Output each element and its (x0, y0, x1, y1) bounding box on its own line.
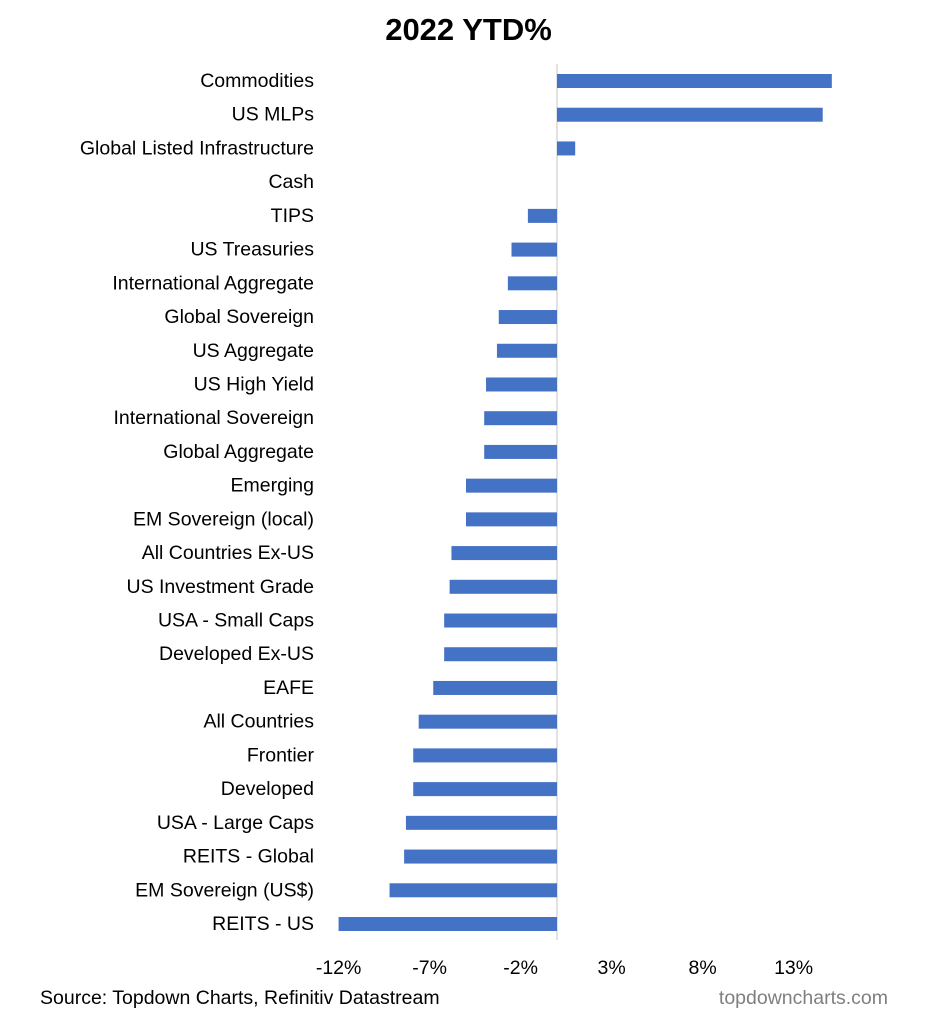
x-tick-label: 13% (774, 957, 813, 979)
source-note: Source: Topdown Charts, Refinitiv Datast… (40, 987, 440, 1009)
category-label: Global Sovereign (164, 306, 314, 328)
category-label: EM Sovereign (US$) (135, 879, 314, 901)
bar (484, 444, 557, 459)
watermark: topdowncharts.com (718, 987, 888, 1009)
category-label: All Countries Ex-US (142, 542, 314, 564)
bar (418, 714, 557, 729)
x-tick-label: 3% (598, 957, 626, 979)
category-label: REITS - Global (183, 846, 314, 868)
bar (389, 883, 557, 898)
category-label: Developed (221, 778, 314, 800)
bar (444, 647, 557, 662)
bar (557, 107, 823, 122)
bar (433, 680, 557, 695)
bar (466, 478, 557, 493)
category-label: All Countries (203, 711, 314, 733)
bar (557, 141, 576, 156)
category-label: Cash (268, 171, 314, 193)
category-label: Emerging (231, 475, 314, 497)
category-label: US High Yield (194, 373, 314, 395)
bar (449, 579, 557, 594)
bar (338, 917, 557, 931)
bar (496, 343, 557, 358)
bar (507, 276, 557, 291)
chart-title: 2022 YTD% (385, 12, 552, 47)
category-label: USA - Small Caps (158, 610, 314, 632)
category-label: Frontier (247, 744, 315, 766)
bar (511, 242, 557, 257)
category-label: US Aggregate (193, 340, 314, 362)
category-label: TIPS (271, 205, 314, 227)
category-label: US MLPs (232, 104, 315, 126)
category-label: Developed Ex-US (159, 643, 314, 665)
category-label: Global Aggregate (163, 441, 314, 463)
category-label: US Treasuries (190, 239, 314, 261)
category-label: International Aggregate (112, 272, 314, 294)
category-label: International Sovereign (113, 407, 314, 429)
category-label: REITS - US (212, 913, 314, 935)
x-tick-label: -7% (412, 957, 447, 979)
bar (405, 815, 557, 830)
category-label: Commodities (200, 70, 314, 92)
bar (444, 613, 557, 628)
category-label: Global Listed Infrastructure (80, 137, 314, 159)
x-tick-label: -12% (316, 957, 362, 979)
bar (451, 546, 557, 561)
bar (484, 411, 557, 426)
bar (413, 782, 557, 797)
category-label: EM Sovereign (local) (133, 508, 314, 530)
x-tick-label: -2% (503, 957, 538, 979)
bar (498, 310, 557, 325)
bar (557, 74, 832, 88)
bar (413, 748, 557, 763)
bar (404, 849, 557, 864)
bar (527, 208, 557, 223)
bar (486, 377, 557, 392)
x-tick-label: 8% (689, 957, 717, 979)
bar (466, 512, 557, 527)
category-label: USA - Large Caps (157, 812, 314, 834)
category-label: US Investment Grade (127, 576, 315, 598)
category-label: EAFE (263, 677, 314, 699)
